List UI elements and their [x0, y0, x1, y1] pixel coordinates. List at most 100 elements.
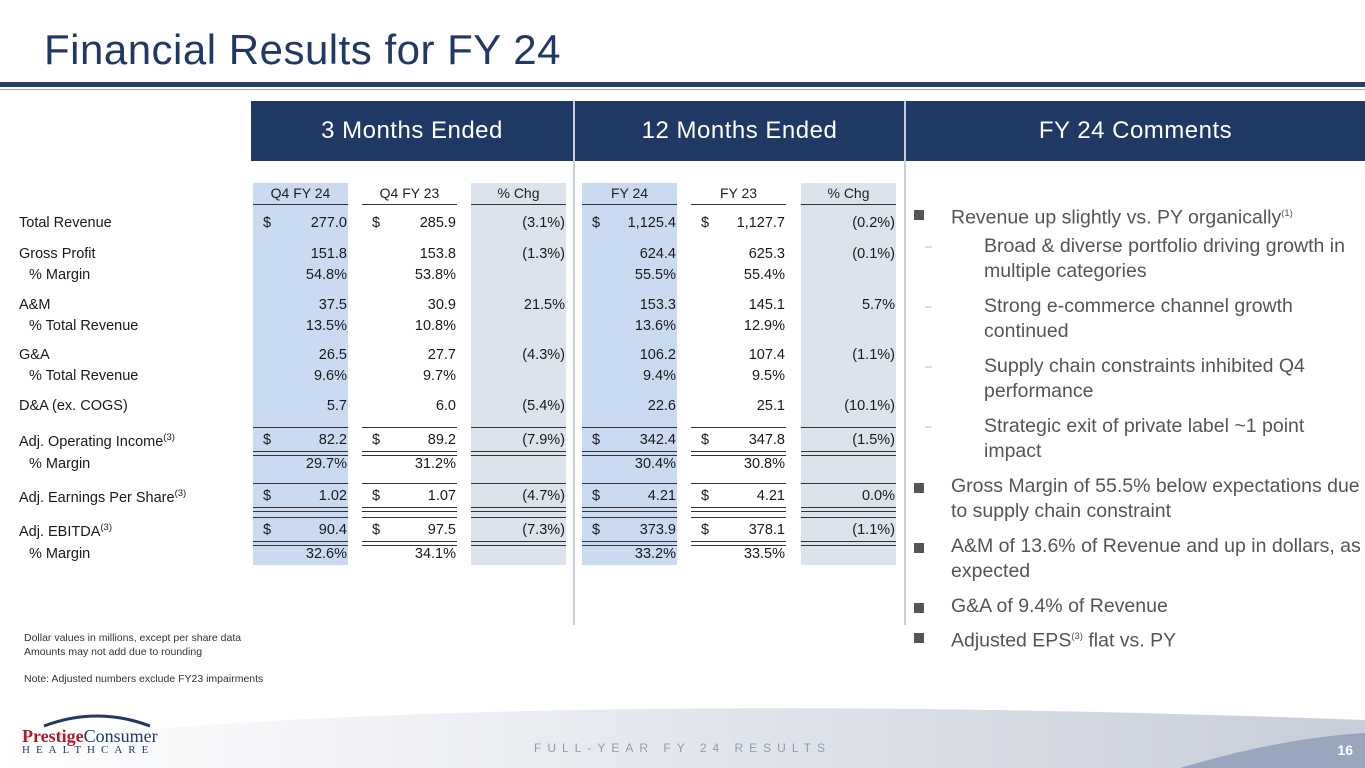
- row-label: Adj. Operating Income(3): [19, 432, 175, 450]
- table-cell: 27.7: [427, 347, 456, 363]
- cell-top-rule: [471, 427, 566, 428]
- footer-swoosh: [0, 708, 1365, 768]
- table-cell: 13.5%: [305, 318, 347, 334]
- table-cell: 25.1: [756, 398, 785, 414]
- table-cell: 4.21 $: [592, 488, 676, 504]
- table-cell: 1,125.4 $: [592, 215, 676, 231]
- table-cell: 6.0: [435, 398, 456, 414]
- table-cell: [801, 368, 903, 386]
- note-line-2: Amounts may not add due to rounding: [24, 646, 203, 658]
- table-cell: 12.9%: [743, 318, 785, 334]
- dash-icon: –: [925, 419, 932, 433]
- column-header: % Chg: [801, 183, 896, 205]
- row-label: % Total Revenue: [29, 318, 139, 334]
- dash-icon: –: [925, 239, 932, 253]
- cell-double-rule: [691, 507, 786, 512]
- table-cell: 90.4 $: [263, 522, 347, 538]
- table-cell: 26.5: [318, 347, 347, 363]
- col-bg-fy24: [582, 183, 677, 565]
- table-cell: (1.3%): [522, 246, 565, 262]
- row-label: Adj. EBITDA(3): [19, 522, 113, 540]
- cell-top-rule: [801, 427, 896, 428]
- table-cell: 21.5%: [523, 297, 565, 313]
- cell-double-rule: [582, 541, 677, 546]
- cell-top-rule: [362, 483, 457, 484]
- cell-double-rule: [362, 451, 457, 456]
- title-rule: [0, 82, 1365, 87]
- table-cell: 1.02 $: [263, 488, 347, 504]
- table-cell: 1.07 $: [372, 488, 456, 504]
- cell-top-rule: [801, 483, 896, 484]
- cell-top-rule: [253, 483, 348, 484]
- cell-double-rule: [582, 451, 677, 456]
- row-label: A&M: [19, 297, 51, 313]
- bullet-icon: [914, 210, 924, 220]
- bullet-icon: [914, 543, 924, 553]
- table-cell: (0.2%): [852, 215, 895, 231]
- table-cell: 378.1 $: [701, 522, 785, 538]
- cell-top-rule: [253, 427, 348, 428]
- header-3-months: 3 Months Ended: [251, 101, 573, 161]
- cell-top-rule: [582, 517, 677, 518]
- table-cell: 624.4: [639, 246, 676, 262]
- cell-double-rule: [801, 451, 896, 456]
- table-cell: 5.7: [326, 398, 347, 414]
- column-header: FY 23: [691, 183, 786, 205]
- table-cell: 625.3: [748, 246, 785, 262]
- table-cell: (1.1%): [852, 347, 895, 363]
- table-cell: 9.6%: [313, 368, 347, 384]
- col-bg-q4fy24: [253, 183, 348, 565]
- row-label: % Margin: [29, 546, 91, 562]
- cell-top-rule: [362, 517, 457, 518]
- row-label: D&A (ex. COGS): [19, 398, 128, 414]
- table-cell: 106.2: [639, 347, 676, 363]
- table-cell: (1.5%): [852, 432, 895, 448]
- table-cell: 89.2 $: [372, 432, 456, 448]
- cell-double-rule: [362, 507, 457, 512]
- table-cell: (7.3%): [522, 522, 565, 538]
- cell-double-rule: [801, 507, 896, 512]
- cell-double-rule: [801, 541, 896, 546]
- col-bg-chg-fy: [801, 183, 896, 565]
- table-cell: 32.6%: [305, 546, 347, 562]
- cell-top-rule: [582, 427, 677, 428]
- bullet-icon: [914, 603, 924, 613]
- note-line-3: Note: Adjusted numbers exclude FY23 impa…: [24, 673, 264, 685]
- col-bg-chg-q: [471, 183, 566, 565]
- table-cell: 1,127.7 $: [701, 215, 785, 231]
- comment-bullet: Gross Margin of 55.5% below expectations…: [951, 475, 1360, 522]
- cell-double-rule: [362, 541, 457, 546]
- table-cell: 53.8%: [414, 267, 456, 283]
- table-cell: 9.7%: [422, 368, 456, 384]
- table-cell: (4.3%): [522, 347, 565, 363]
- table-cell: 4.21 $: [701, 488, 785, 504]
- comment-subbullet: Supply chain constraints inhibited Q4 pe…: [984, 355, 1305, 402]
- table-cell: (7.9%): [522, 432, 565, 448]
- table-cell: 153.8: [419, 246, 456, 262]
- table-cell: 22.6: [647, 398, 676, 414]
- table-cell: 145.1: [748, 297, 785, 313]
- table-cell: (5.4%): [522, 398, 565, 414]
- table-cell: [471, 267, 573, 285]
- table-cell: 277.0 $: [263, 215, 347, 231]
- logo-healthcare: HEALTHCARE: [22, 744, 155, 756]
- column-header: % Chg: [471, 183, 566, 205]
- table-cell: [801, 318, 903, 336]
- row-label: Gross Profit: [19, 246, 96, 262]
- title-rule-thin: [0, 89, 1365, 90]
- table-cell: 10.8%: [414, 318, 456, 334]
- cell-top-rule: [801, 517, 896, 518]
- row-label: Total Revenue: [19, 215, 112, 231]
- table-cell: [471, 546, 573, 564]
- logo-wordmark: PrestigeConsumer: [22, 726, 158, 746]
- table-cell: 153.3: [639, 297, 676, 313]
- table-cell: [801, 456, 903, 474]
- comment-bullet: Revenue up slightly vs. PY organically(1…: [951, 206, 1293, 229]
- table-cell: (0.1%): [852, 246, 895, 262]
- cell-top-rule: [253, 517, 348, 518]
- bullet-icon: [914, 633, 924, 643]
- cell-double-rule: [471, 507, 566, 512]
- table-cell: 373.9 $: [592, 522, 676, 538]
- cell-top-rule: [582, 483, 677, 484]
- table-cell: [471, 456, 573, 474]
